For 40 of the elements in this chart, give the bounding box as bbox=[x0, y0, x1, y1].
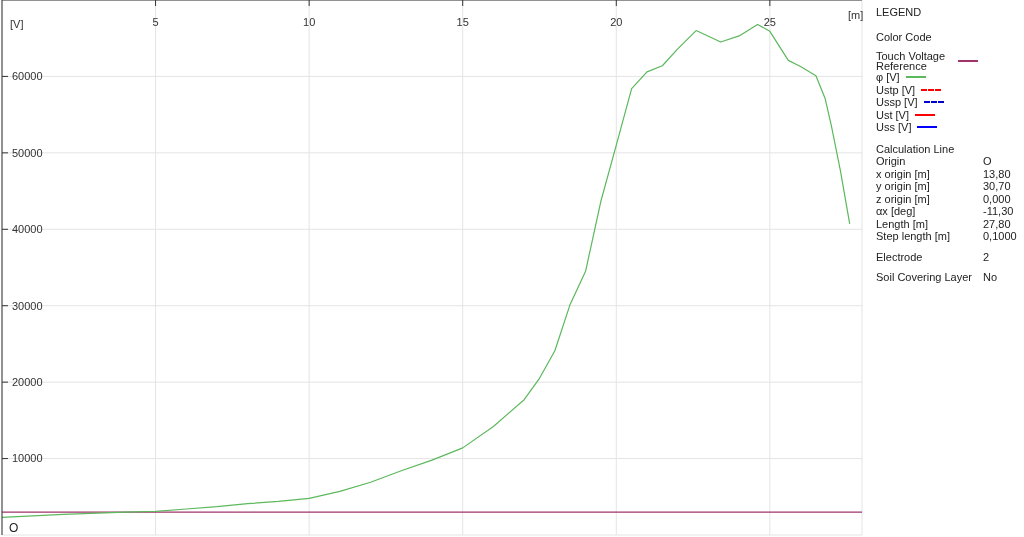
legend-title: LEGEND bbox=[876, 6, 923, 19]
text: z origin [m] bbox=[876, 192, 931, 205]
x-tick-label: 10 bbox=[303, 15, 316, 28]
text: 27,80 bbox=[983, 217, 1011, 230]
text: x origin [m] bbox=[876, 167, 931, 180]
text: αx [deg] bbox=[876, 205, 917, 218]
legend-label: φ [V] bbox=[876, 71, 900, 84]
annotation: O bbox=[9, 521, 19, 535]
text: 2 bbox=[983, 250, 990, 263]
x-tick-label: 5 bbox=[152, 15, 159, 28]
text: 0,000 bbox=[983, 192, 1011, 205]
text: Calculation Line bbox=[876, 142, 956, 155]
x-tick-label: 25 bbox=[763, 15, 776, 28]
text: 30,70 bbox=[983, 180, 1011, 193]
y-tick-label: 10000 bbox=[12, 452, 43, 465]
legend-label: Ustp [V] bbox=[876, 83, 916, 96]
text: Electrode bbox=[876, 250, 924, 263]
text: Origin bbox=[876, 155, 907, 168]
y-tick-label: 50000 bbox=[12, 146, 43, 159]
text: y origin [m] bbox=[876, 180, 931, 193]
x-tick-label: 15 bbox=[456, 15, 469, 28]
legend-label: Uss [V] bbox=[876, 121, 912, 134]
text: O bbox=[983, 155, 992, 168]
text: Length [m] bbox=[876, 217, 929, 230]
legend-label: Ussp [V] bbox=[876, 96, 918, 109]
y-tick-label: 60000 bbox=[12, 70, 43, 83]
text: Color Code bbox=[876, 30, 933, 43]
text: 0,1000 bbox=[983, 230, 1017, 243]
text: Soil Covering Layer bbox=[876, 271, 973, 284]
text: -11,30 bbox=[983, 205, 1014, 218]
y-tick-label: 30000 bbox=[12, 299, 43, 312]
text: No bbox=[983, 271, 998, 284]
y-tick-label: 40000 bbox=[12, 223, 43, 236]
legend-label: Ust [V] bbox=[876, 108, 910, 121]
text: 13,80 bbox=[983, 167, 1011, 180]
y-axis-title: [V] bbox=[10, 18, 24, 30]
x-tick-label: 20 bbox=[610, 15, 623, 28]
x-axis-title: [m] bbox=[848, 9, 864, 21]
text: Step length [m] bbox=[876, 230, 951, 243]
y-tick-label: 20000 bbox=[12, 376, 43, 389]
